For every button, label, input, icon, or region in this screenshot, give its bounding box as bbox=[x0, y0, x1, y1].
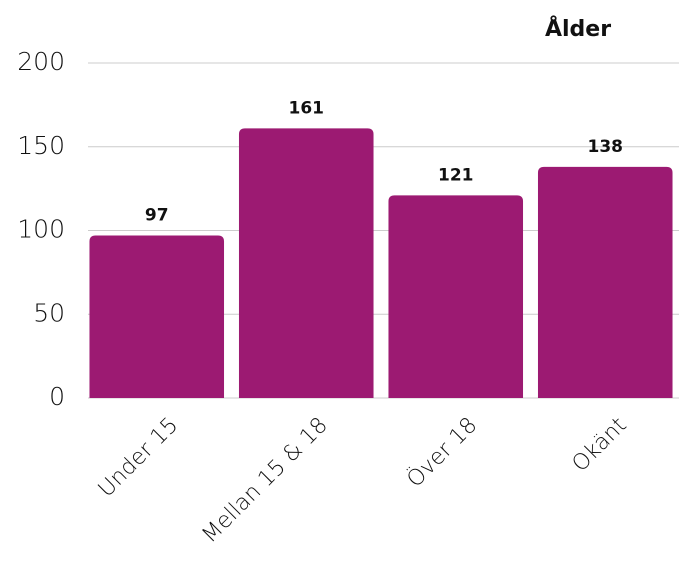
value-label: 138 bbox=[588, 137, 624, 157]
y-tick-label: 150 bbox=[17, 131, 65, 160]
value-label: 97 bbox=[145, 206, 169, 226]
x-tick-label: Över 18 bbox=[401, 411, 482, 492]
bar bbox=[89, 235, 225, 398]
bar bbox=[238, 128, 374, 398]
y-tick-label: 0 bbox=[49, 382, 65, 411]
y-tick-label: 200 bbox=[17, 47, 65, 76]
bar bbox=[388, 195, 524, 398]
y-tick-label: 100 bbox=[17, 215, 65, 244]
x-tick-label: Under 15 bbox=[94, 413, 184, 503]
x-tick-label: Mellan 15 & 18 bbox=[197, 413, 332, 548]
value-label: 161 bbox=[289, 98, 325, 118]
bar bbox=[537, 166, 673, 398]
x-tick-label: Okänt bbox=[568, 413, 632, 477]
y-tick-label: 50 bbox=[33, 298, 65, 327]
chart-title: Ålder bbox=[545, 16, 611, 42]
value-label: 121 bbox=[438, 165, 474, 185]
